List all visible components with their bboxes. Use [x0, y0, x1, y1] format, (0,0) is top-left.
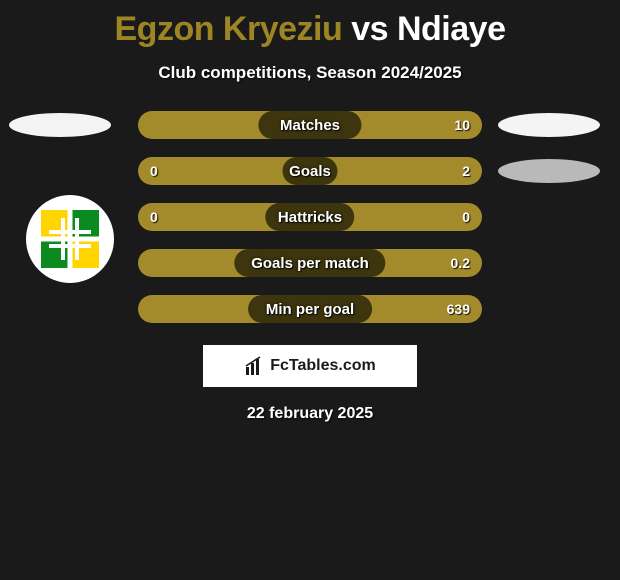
stat-value-right: 0.2 [451, 255, 470, 271]
stat-value-right: 2 [462, 163, 470, 179]
player-oval-left [9, 113, 111, 137]
watermark-text: FcTables.com [270, 357, 376, 375]
player2-name: Ndiaye [397, 10, 506, 48]
stat-bar: Min per goal 639 [138, 295, 482, 323]
stat-row: Matches 10 [0, 111, 620, 139]
stat-bar: Goals per match 0.2 [138, 249, 482, 277]
stat-value-right: 0 [462, 209, 470, 225]
stat-value-right: 639 [447, 301, 470, 317]
stat-bar: Hattricks 0 0 [138, 203, 482, 231]
player-oval-right [498, 113, 600, 137]
watermark: FcTables.com [203, 345, 417, 387]
club-logo-icon [35, 204, 105, 274]
stat-label: Min per goal [266, 301, 354, 318]
stat-label: Goals [289, 163, 331, 180]
stat-label: Matches [280, 117, 340, 134]
stat-label: Hattricks [278, 209, 342, 226]
stat-label: Goals per match [251, 255, 369, 272]
stat-value-left: 0 [150, 209, 158, 225]
club-badge-left [26, 195, 114, 283]
barchart-icon [244, 355, 266, 377]
stat-bar: Goals 0 2 [138, 157, 482, 185]
stat-value-right: 10 [454, 117, 470, 133]
stat-row: Min per goal 639 [0, 295, 620, 323]
date-text: 22 february 2025 [0, 405, 620, 423]
stat-value-left: 0 [150, 163, 158, 179]
subtitle: Club competitions, Season 2024/2025 [0, 63, 620, 83]
vs-separator: vs [351, 10, 388, 48]
player-oval-right [498, 159, 600, 183]
player1-name: Egzon Kryeziu [115, 10, 343, 48]
stat-bar: Matches 10 [138, 111, 482, 139]
stat-row: Goals 0 2 [0, 157, 620, 185]
page-title: Egzon Kryeziu vs Ndiaye [0, 0, 620, 49]
